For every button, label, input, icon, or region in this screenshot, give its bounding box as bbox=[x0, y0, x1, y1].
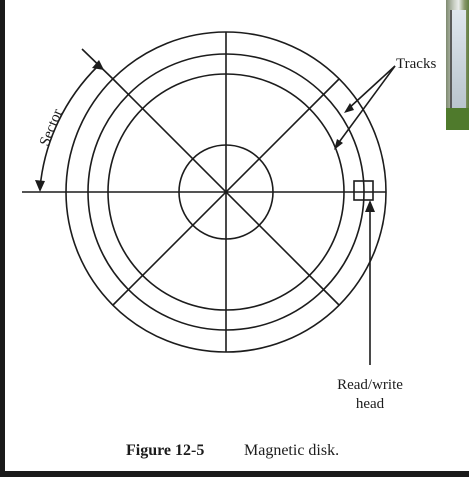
diagonal-line-b bbox=[112, 78, 340, 306]
grass-strip-shape bbox=[446, 108, 469, 130]
head-arrow bbox=[365, 200, 375, 212]
tracks-pointer-1 bbox=[347, 65, 396, 110]
sector-label: Sector bbox=[37, 107, 66, 149]
tracks-arrow-2 bbox=[334, 139, 343, 150]
bottom-dark-edge bbox=[0, 471, 469, 477]
sector-lines bbox=[22, 32, 386, 352]
sector-arrow-top bbox=[92, 60, 104, 70]
sector-arc bbox=[39, 65, 99, 189]
tracks-indicator: Tracks bbox=[334, 56, 436, 150]
figure-number: Figure 12-5 bbox=[126, 442, 204, 459]
head-label-line2: head bbox=[356, 396, 385, 412]
tracks-pointer-2 bbox=[336, 65, 396, 146]
sector-arrow-bottom bbox=[35, 180, 45, 192]
head-label-line1: Read/write bbox=[337, 377, 403, 393]
tracks-label: Tracks bbox=[396, 56, 436, 72]
figure-caption: Figure 12-5 Magnetic disk. bbox=[126, 442, 339, 459]
window-pane-shape bbox=[450, 10, 466, 110]
figure-title: Magnetic disk. bbox=[244, 442, 339, 459]
sector-indicator: Sector bbox=[35, 60, 104, 192]
video-thumbnail-image bbox=[446, 0, 469, 130]
left-dark-edge bbox=[0, 0, 5, 477]
read-write-head: Read/write head bbox=[337, 180, 403, 412]
head-box bbox=[353, 180, 374, 201]
tracks-arrow-1 bbox=[344, 103, 354, 113]
